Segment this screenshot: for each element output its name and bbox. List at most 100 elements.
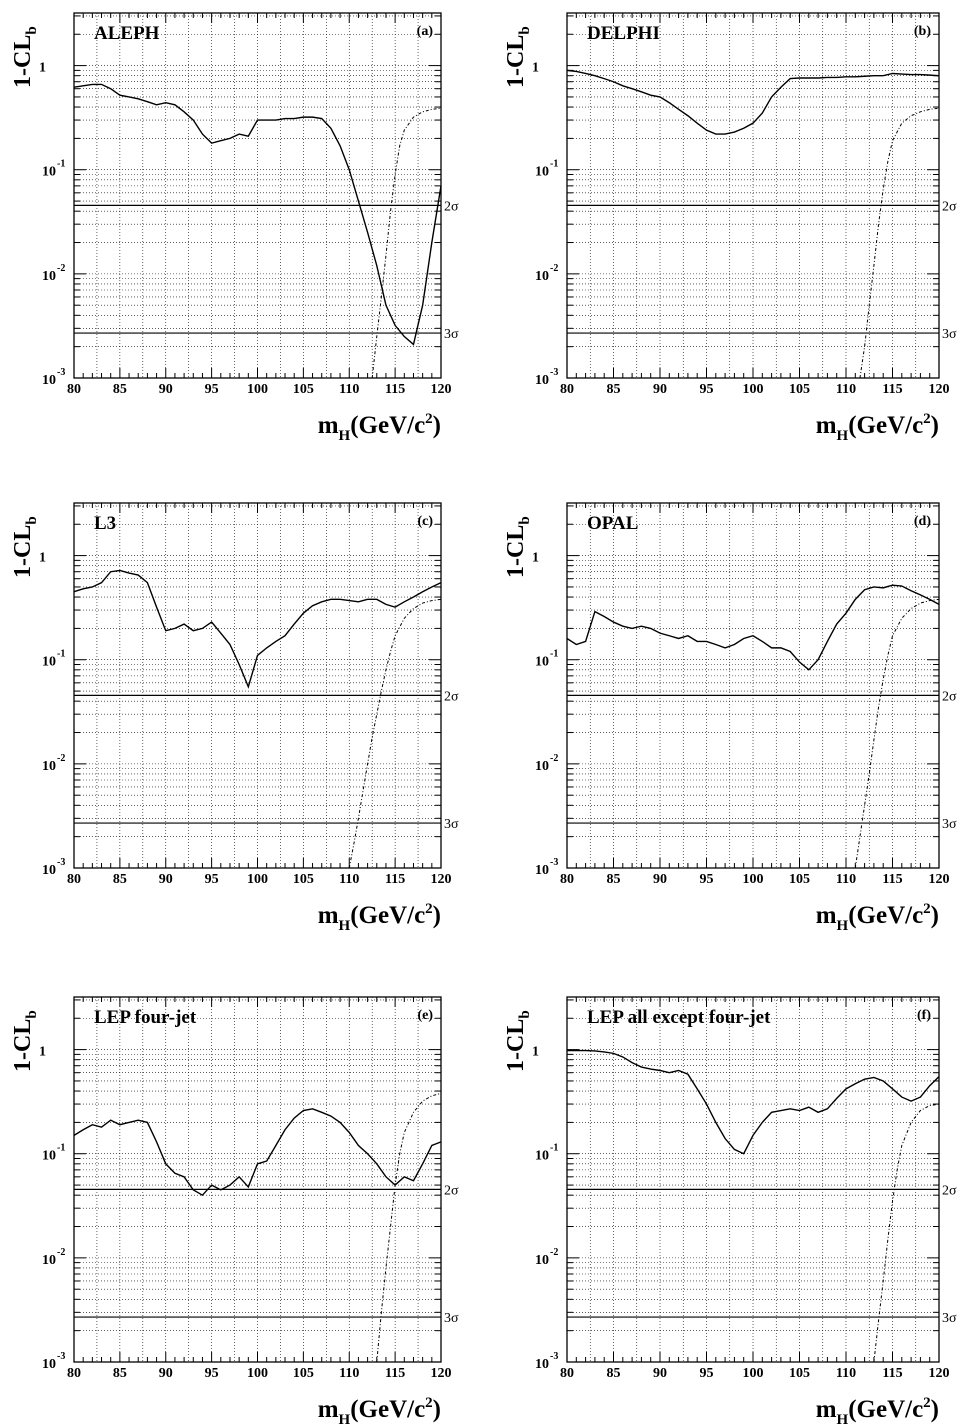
observed-curve xyxy=(73,83,442,346)
observed-curve xyxy=(566,69,940,135)
x-tick-label: 110 xyxy=(836,382,856,397)
y-axis-title: 1-CLb xyxy=(10,1010,40,1072)
expected-signal-curve xyxy=(873,1103,940,1363)
grid xyxy=(74,13,441,378)
y-tick-label: 10 xyxy=(535,269,549,284)
panel-label: (e) xyxy=(417,1008,433,1023)
y-tick-label: 10 xyxy=(535,1357,549,1372)
y-axis-title: 1-CLb xyxy=(503,26,533,88)
x-axis-title: mH(GeV/c2) xyxy=(816,901,939,934)
x-tick-label: 115 xyxy=(385,382,405,397)
y-tick-label: 10 xyxy=(42,759,56,774)
x-tick-label: 95 xyxy=(700,872,714,887)
panel-title: OPAL xyxy=(587,513,638,534)
y-tick-exponent: -3 xyxy=(550,857,558,868)
x-tick-label: 85 xyxy=(607,872,621,887)
sigma-label: 2σ xyxy=(942,199,957,214)
x-tick-label: 110 xyxy=(836,872,856,887)
y-tick-exponent: -3 xyxy=(550,367,558,378)
panel-title: DELPHI xyxy=(587,23,660,44)
expected-signal-curve xyxy=(371,107,442,379)
y-tick-exponent: -2 xyxy=(57,1247,65,1258)
grid xyxy=(74,997,441,1362)
x-tick-label: 80 xyxy=(67,872,81,887)
x-tick-label: 105 xyxy=(789,382,810,397)
y-tick-label: 10 xyxy=(535,1149,549,1164)
x-tick-label: 110 xyxy=(339,1366,359,1381)
panel-title: LEP four-jet xyxy=(94,1007,197,1028)
x-tick-label: 105 xyxy=(293,872,314,887)
x-tick-label: 100 xyxy=(743,1366,764,1381)
y-tick-label: 10 xyxy=(42,863,56,878)
x-tick-label: 120 xyxy=(431,1366,452,1381)
panel-label: (c) xyxy=(417,514,433,529)
y-tick-label: 10 xyxy=(42,165,56,180)
y-tick-exponent: -3 xyxy=(550,1351,558,1362)
expected-signal-curve xyxy=(376,1092,442,1363)
y-tick-exponent: -1 xyxy=(57,159,65,170)
x-tick-label: 105 xyxy=(789,872,810,887)
y-tick-label: 10 xyxy=(535,165,549,180)
x-tick-label: 100 xyxy=(247,872,268,887)
panel-label: (b) xyxy=(914,24,931,39)
y-axis-title: 1-CLb xyxy=(10,26,40,88)
panel-title: L3 xyxy=(94,513,116,534)
x-tick-label: 120 xyxy=(431,382,452,397)
y-axis-title: 1-CLb xyxy=(503,516,533,578)
y-tick-label: 10 xyxy=(42,655,56,670)
observed-curve xyxy=(73,569,442,689)
sigma-label: 3σ xyxy=(942,1311,957,1326)
x-tick-label: 85 xyxy=(607,1366,621,1381)
y-tick-exponent: -3 xyxy=(57,857,65,868)
sigma-label: 3σ xyxy=(942,817,957,832)
x-tick-label: 100 xyxy=(247,382,268,397)
x-tick-label: 80 xyxy=(560,382,574,397)
x-tick-label: 95 xyxy=(205,382,219,397)
x-tick-label: 80 xyxy=(67,1366,81,1381)
y-tick-label: 1 xyxy=(39,1045,46,1060)
y-tick-exponent: -1 xyxy=(57,649,65,660)
y-tick-label: 10 xyxy=(535,1253,549,1268)
x-axis-title: mH(GeV/c2) xyxy=(816,411,939,444)
sigma-label: 2σ xyxy=(444,689,459,704)
x-tick-label: 95 xyxy=(700,1366,714,1381)
y-tick-exponent: -1 xyxy=(550,159,558,170)
y-axis-title: 1-CLb xyxy=(10,516,40,578)
sigma-label: 3σ xyxy=(444,1311,459,1326)
x-tick-label: 105 xyxy=(789,1366,810,1381)
observed-curve xyxy=(73,1108,442,1197)
grid xyxy=(74,503,441,868)
x-axis-title: mH(GeV/c2) xyxy=(318,901,441,934)
x-tick-label: 110 xyxy=(339,382,359,397)
observed-curve xyxy=(566,584,940,671)
x-tick-label: 100 xyxy=(743,872,764,887)
x-tick-label: 90 xyxy=(159,1366,173,1381)
y-tick-label: 10 xyxy=(42,1357,56,1372)
x-tick-label: 110 xyxy=(339,872,359,887)
x-axis-title: mH(GeV/c2) xyxy=(318,411,441,444)
grid xyxy=(567,997,939,1362)
panel-title: LEP all except four-jet xyxy=(587,1007,771,1028)
expected-signal-curve xyxy=(348,598,442,869)
y-tick-label: 1 xyxy=(532,551,539,566)
y-tick-label: 10 xyxy=(42,1149,56,1164)
x-tick-label: 90 xyxy=(159,382,173,397)
y-tick-exponent: -3 xyxy=(57,1351,65,1362)
panel-label: (d) xyxy=(914,514,931,529)
y-tick-label: 10 xyxy=(535,863,549,878)
x-tick-label: 80 xyxy=(560,1366,574,1381)
x-tick-label: 115 xyxy=(882,872,902,887)
y-tick-label: 1 xyxy=(532,61,539,76)
expected-signal-curve xyxy=(854,598,940,869)
sigma-label: 3σ xyxy=(444,817,459,832)
x-tick-label: 120 xyxy=(929,382,950,397)
y-tick-exponent: -3 xyxy=(57,367,65,378)
x-tick-label: 115 xyxy=(385,872,405,887)
sigma-label: 2σ xyxy=(942,689,957,704)
y-tick-exponent: -1 xyxy=(57,1143,65,1154)
x-tick-label: 115 xyxy=(385,1366,405,1381)
y-tick-exponent: -2 xyxy=(550,1247,558,1258)
